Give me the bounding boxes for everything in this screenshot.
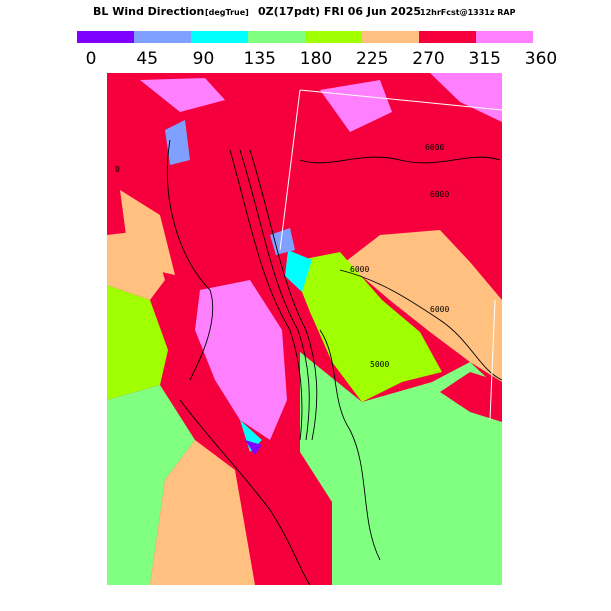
colorbar-bin [362, 31, 419, 43]
state-border [279, 89, 503, 421]
colorbar-label: 225 [356, 49, 388, 69]
wind-region [245, 440, 262, 455]
contour-label: 6000 [350, 265, 369, 274]
contour [239, 149, 310, 441]
contour-label: 6000 [430, 305, 449, 314]
colorbar-bin [305, 31, 362, 43]
colorbar-bin [419, 31, 476, 43]
units: [degTrue] [205, 8, 249, 17]
wind-region [345, 230, 502, 382]
wind-region [320, 80, 392, 132]
colorbar-label: 315 [469, 49, 501, 69]
wind-region [107, 385, 195, 585]
wind-region [290, 252, 442, 402]
wind-region [285, 250, 312, 292]
contour-label: 5000 [370, 360, 389, 369]
colorbar-label: 360 [525, 49, 557, 69]
colorbar-bin [191, 31, 248, 43]
forecast: 12hrFcst@1331z RAP [420, 8, 516, 17]
colorbar-label: 90 [193, 49, 215, 69]
wind-region [430, 73, 502, 122]
contour [249, 149, 318, 441]
contour-label: 6000 [425, 143, 444, 152]
title: BL Wind Direction [93, 5, 204, 18]
wind-region [165, 120, 190, 165]
colorbar-label: 45 [136, 49, 158, 69]
valid-time: 0Z(17pdt) FRI 06 Jun 2025 [258, 5, 421, 18]
colorbar-bin [134, 31, 191, 43]
map: 6000 6000 6000 6000 5000 0 [107, 73, 503, 586]
colorbar-label: 180 [300, 49, 332, 69]
contour [229, 149, 303, 441]
wind-region [300, 352, 502, 585]
contour [339, 269, 503, 381]
colorbar-label: 0 [86, 49, 97, 69]
contour [299, 156, 501, 164]
wind-region [150, 440, 255, 585]
wind-region [107, 285, 168, 400]
wind-region [270, 228, 295, 255]
colorbar-bin [248, 31, 305, 43]
contour-label: 0 [115, 165, 120, 174]
colorbar: 0 45 90 135 180 225 270 315 360 [77, 31, 557, 69]
contour [179, 399, 311, 586]
colorbar-bin [476, 31, 533, 43]
wind-region [440, 372, 502, 422]
contour [319, 329, 381, 561]
wind-region [195, 280, 287, 440]
contour [166, 139, 214, 381]
colorbar-label: 135 [244, 49, 276, 69]
colorbar-bin [77, 31, 134, 43]
contour-label: 6000 [430, 190, 449, 199]
wind-region [120, 190, 175, 275]
wind-region [140, 78, 225, 112]
colorbar-label: 270 [412, 49, 444, 69]
